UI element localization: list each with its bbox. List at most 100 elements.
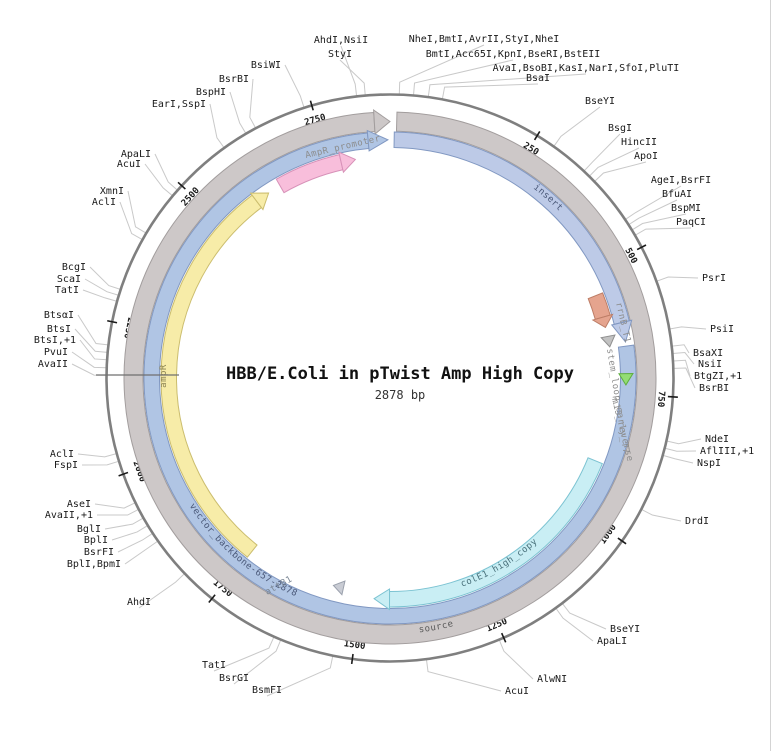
enzyme-leader-line xyxy=(154,153,178,191)
enzyme-label[interactable]: BsgI xyxy=(608,123,632,134)
enzyme-leader-line xyxy=(427,73,587,97)
enzyme-leader-line xyxy=(666,438,702,445)
enzyme-label[interactable]: AclI xyxy=(50,449,74,460)
feature-vector_backbone[interactable] xyxy=(143,132,637,625)
enzyme-label[interactable]: ApoI xyxy=(634,151,658,162)
enzyme-leader-line xyxy=(74,328,108,353)
enzyme-label[interactable]: PaqCI xyxy=(676,217,706,228)
feature-arrowhead-source[interactable] xyxy=(373,108,391,135)
enzyme-leader-line xyxy=(249,78,257,129)
enzyme-label[interactable]: AvaII xyxy=(38,359,68,370)
enzyme-label[interactable]: FspI xyxy=(54,460,78,471)
enzyme-label[interactable]: BfuAI xyxy=(662,189,692,200)
enzyme-label[interactable]: AflIII,+1 xyxy=(700,446,754,457)
tick-label: 750 xyxy=(655,391,666,408)
enzyme-leader-line xyxy=(71,351,107,369)
feature-marker-attB1[interactable] xyxy=(332,580,346,596)
enzyme-leader-line xyxy=(628,199,678,226)
enzyme-leader-line xyxy=(81,460,119,466)
enzyme-label[interactable]: PsrI xyxy=(702,273,726,284)
enzyme-label[interactable]: BplI xyxy=(84,535,108,546)
tick-mark xyxy=(636,244,647,251)
enzyme-label[interactable]: AhdI xyxy=(127,597,151,608)
enzyme-label[interactable]: BtsαI xyxy=(44,310,74,321)
enzyme-label[interactable]: ScaI xyxy=(57,274,81,285)
enzyme-label[interactable]: AclI xyxy=(92,197,116,208)
feature-arrowhead-colE1_high_copy[interactable] xyxy=(373,588,391,611)
feature-arrowhead-insert[interactable] xyxy=(610,319,633,344)
feature-arrowhead-AmpR_promoter[interactable] xyxy=(338,151,357,174)
enzyme-leader-line xyxy=(673,359,691,377)
enzyme-label[interactable]: NspI xyxy=(697,458,721,469)
enzyme-label[interactable]: NsiI xyxy=(698,359,722,370)
enzyme-leader-line xyxy=(229,91,247,134)
feature-marker-m13_reverse[interactable] xyxy=(618,372,634,386)
tick-mark xyxy=(533,130,541,141)
enzyme-leader-line xyxy=(625,185,682,220)
tick-mark xyxy=(350,653,354,665)
enzyme-leader-line xyxy=(138,573,185,609)
enzyme-label[interactable]: BspHI xyxy=(196,87,226,98)
enzyme-label[interactable]: DrdI xyxy=(685,516,709,527)
enzyme-label[interactable]: AlwNI xyxy=(537,674,567,685)
enzyme-label[interactable]: BsaI xyxy=(526,73,550,84)
enzyme-leader-line xyxy=(669,326,707,330)
enzyme-label[interactable]: NheI,BmtI,AvrII,StyI,NheI xyxy=(409,34,560,45)
enzyme-label[interactable]: AvaII,+1 xyxy=(45,510,93,521)
enzyme-label[interactable]: TatI xyxy=(202,660,226,671)
enzyme-label[interactable]: ApaLI xyxy=(121,149,151,160)
enzyme-label[interactable]: BtsI xyxy=(47,324,71,335)
enzyme-label[interactable]: AgeI,BsrFI xyxy=(651,175,711,186)
enzyme-label[interactable]: BseYI xyxy=(585,96,615,107)
enzyme-label[interactable]: BglI xyxy=(77,524,101,535)
enzyme-label[interactable]: BmtI,Acc65I,KpnI,BseRI,BstEII xyxy=(426,49,601,60)
enzyme-leader-line xyxy=(89,266,121,290)
enzyme-leader-line xyxy=(124,540,159,565)
tick-mark xyxy=(118,471,129,477)
enzyme-label[interactable]: ApaLI xyxy=(597,636,627,647)
enzyme-leader-line xyxy=(84,278,119,296)
enzyme-label[interactable]: BplI,BpmI xyxy=(67,559,121,570)
tick-mark xyxy=(309,100,314,111)
enzyme-leader-line xyxy=(498,639,534,680)
enzyme-label[interactable]: XmnI xyxy=(100,186,124,197)
enzyme-label[interactable]: BspMI xyxy=(671,203,701,214)
enzyme-label[interactable]: AvaI,BsoBI,KasI,NarI,SfoI,PluTI xyxy=(493,63,680,74)
enzyme-label[interactable]: PsiI xyxy=(710,324,734,335)
enzyme-label[interactable]: BsrGI xyxy=(219,673,249,684)
enzyme-label[interactable]: HincII xyxy=(621,137,657,148)
feature-marker-stem_loop_early_T7[interactable] xyxy=(600,334,616,348)
enzyme-label[interactable]: BsrBI xyxy=(699,383,729,394)
enzyme-label[interactable]: BsaXI xyxy=(693,348,723,359)
enzyme-label[interactable]: BseYI xyxy=(610,624,640,635)
enzyme-label[interactable]: BsiWI xyxy=(251,60,281,71)
enzyme-label[interactable]: BsmFI xyxy=(252,685,282,696)
enzyme-label[interactable]: EarI,SspI xyxy=(152,99,206,110)
feature-arrowhead-ampR[interactable] xyxy=(249,192,270,211)
enzyme-label[interactable]: BtsI,+1 xyxy=(34,335,76,346)
feature-arrowhead-vector_backbone[interactable] xyxy=(366,129,390,152)
enzyme-leader-line xyxy=(589,147,640,177)
enzyme-label[interactable]: NdeI xyxy=(705,434,729,445)
enzyme-label[interactable]: StyI xyxy=(328,49,352,60)
enzyme-label[interactable]: BsrBI xyxy=(219,74,249,85)
enzyme-leader-line xyxy=(233,639,282,685)
enzyme-label[interactable]: AcuI xyxy=(117,159,141,170)
enzyme-label[interactable]: TatI xyxy=(55,285,79,296)
panel-divider xyxy=(770,0,771,751)
enzyme-leader-line xyxy=(209,103,225,149)
enzyme-label[interactable]: BcgI xyxy=(62,262,86,273)
feature-arrowhead-rrnB_T1[interactable] xyxy=(591,313,614,329)
enzyme-label[interactable]: PvuI xyxy=(44,347,68,358)
enzyme-leader-line xyxy=(77,314,109,346)
feature-source[interactable] xyxy=(123,111,657,645)
enzyme-label[interactable]: AcuI xyxy=(505,686,529,697)
enzyme-label[interactable]: AseI xyxy=(67,499,91,510)
enzyme-label[interactable]: AhdI,NsiI xyxy=(314,35,368,46)
enzyme-leader-line xyxy=(340,45,358,97)
enzyme-label[interactable]: BtgZI,+1 xyxy=(694,371,742,382)
enzyme-label[interactable]: BsrFI xyxy=(84,547,114,558)
enzyme-leader-line xyxy=(555,607,594,642)
